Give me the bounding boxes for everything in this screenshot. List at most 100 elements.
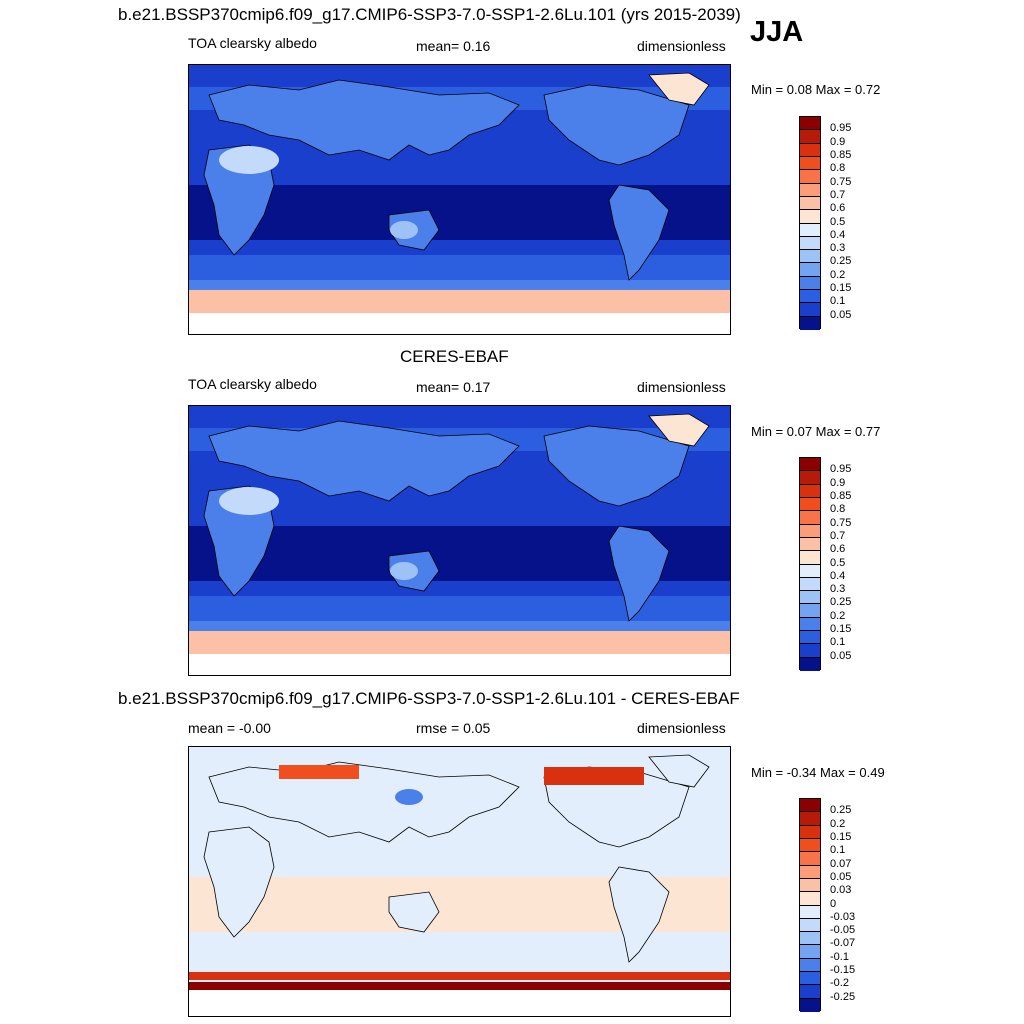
- colorbar-box: [800, 604, 820, 618]
- colorbar-box: [800, 290, 820, 304]
- colorbar-tick-label: 0.95: [830, 122, 852, 135]
- colorbar-tick-label: 0.7: [830, 188, 846, 201]
- panel-1-minmax: Min = 0.08 Max = 0.72: [751, 82, 881, 97]
- panel-1-map: [188, 64, 731, 335]
- panel-1-units-label: dimensionless: [637, 38, 726, 54]
- colorbar-tick-label: 0.1: [830, 295, 846, 308]
- colorbar-box: [800, 825, 820, 839]
- colorbar-tick-label: 0.6: [830, 202, 846, 215]
- colorbar-tick-label: 0.5: [830, 215, 846, 228]
- colorbar-box: [800, 303, 820, 317]
- colorbar-tick-label: -0.2: [830, 977, 849, 990]
- colorbar-tick-label: 0.95: [830, 463, 852, 476]
- colorbar-box: [800, 210, 820, 224]
- panel-2-heading: CERES-EBAF: [400, 347, 509, 366]
- panel-3-rmse-label: rmse = 0.05: [416, 720, 491, 736]
- colorbar-box: [800, 471, 820, 485]
- colorbar-tick-label: 0.2: [830, 268, 846, 281]
- colorbar-tick-label: 0.85: [830, 148, 852, 161]
- panel-2-mean-label: mean= 0.17: [416, 379, 491, 395]
- colorbar-tick-label: -0.25: [830, 990, 856, 1003]
- colorbar-box: [800, 945, 820, 959]
- colorbar-tick-label: 0.75: [830, 516, 852, 529]
- colorbar-box: [800, 236, 820, 251]
- colorbar-box: [800, 985, 820, 999]
- panel-2-map: [188, 405, 731, 676]
- colorbar-tick-label: 0.9: [830, 476, 846, 489]
- colorbar-tick-label: 0.5: [830, 556, 846, 569]
- colorbar-box: [800, 497, 820, 512]
- colorbar-box: [800, 143, 820, 157]
- panel-1-colorbar: [799, 116, 821, 330]
- panel-3-mean-label: mean = -0.00: [188, 720, 271, 736]
- colorbar-box: [800, 617, 820, 632]
- colorbar-tick-label: -0.15: [830, 964, 856, 977]
- colorbar-box: [800, 972, 820, 986]
- colorbar-box: [800, 838, 820, 853]
- colorbar-tick-label: -0.05: [830, 924, 856, 937]
- colorbar-box: [800, 276, 820, 291]
- colorbar-box: [800, 878, 820, 893]
- colorbar-box: [800, 117, 820, 131]
- colorbar-box: [800, 250, 820, 264]
- colorbar-tick-label: 0.05: [830, 308, 852, 321]
- colorbar-box: [800, 892, 820, 906]
- colorbar-tick-label: 0.7: [830, 529, 846, 542]
- panel-1-variable-label: TOA clearsky albedo: [188, 35, 317, 51]
- panel-3-map: [188, 746, 731, 1017]
- colorbar-box: [800, 170, 820, 184]
- colorbar-box: [800, 998, 820, 1012]
- colorbar-tick-label: -0.07: [830, 937, 856, 950]
- colorbar-tick-label: 0.15: [830, 623, 852, 636]
- colorbar-box: [800, 156, 820, 171]
- colorbar-box: [800, 577, 820, 592]
- colorbar-tick-label: 0.8: [830, 503, 846, 516]
- colorbar-box: [800, 537, 820, 552]
- colorbar-tick-label: 0.05: [830, 870, 852, 883]
- colorbar-tick-label: 0.25: [830, 255, 852, 268]
- colorbar-box: [800, 564, 820, 578]
- colorbar-tick-label: 0.2: [830, 609, 846, 622]
- colorbar-box: [800, 644, 820, 658]
- colorbar-tick-label: 0.4: [830, 228, 846, 241]
- colorbar-tick-label: 0.15: [830, 830, 852, 843]
- colorbar-box: [800, 865, 820, 879]
- colorbar-box: [800, 458, 820, 472]
- colorbar-box: [800, 130, 820, 144]
- panel-2-minmax: Min = 0.07 Max = 0.77: [751, 424, 881, 439]
- colorbar-tick-label: 0.8: [830, 162, 846, 175]
- colorbar-tick-label: 0.03: [830, 884, 852, 897]
- colorbar-box: [800, 551, 820, 565]
- colorbar-tick-label: 0.25: [830, 804, 852, 817]
- colorbar-box: [800, 196, 820, 211]
- season-label: JJA: [750, 16, 804, 48]
- colorbar-box: [800, 263, 820, 277]
- colorbar-tick-label: 0.75: [830, 175, 852, 188]
- colorbar-box: [800, 852, 820, 866]
- colorbar-box: [800, 631, 820, 645]
- panel-1-mean-label: mean= 0.16: [416, 38, 491, 54]
- colorbar-tick-label: 0.3: [830, 583, 846, 596]
- colorbar-tick-label: 0.4: [830, 569, 846, 582]
- colorbar-box: [800, 484, 820, 498]
- colorbar-tick-label: -0.03: [830, 910, 856, 923]
- colorbar-tick-label: 0.05: [830, 649, 852, 662]
- colorbar-box: [800, 316, 820, 330]
- colorbar-tick-label: 0: [830, 897, 837, 910]
- colorbar-box: [800, 591, 820, 605]
- colorbar-box: [800, 223, 820, 237]
- panel-2-variable-label: TOA clearsky albedo: [188, 376, 317, 392]
- panel-2-units-label: dimensionless: [637, 379, 726, 395]
- panel-3-heading: b.e21.BSSP370cmip6.f09_g17.CMIP6-SSP3-7.…: [118, 689, 740, 708]
- colorbar-tick-label: 0.07: [830, 857, 852, 870]
- colorbar-tick-label: 0.2: [830, 817, 846, 830]
- panel-1-heading: b.e21.BSSP370cmip6.f09_g17.CMIP6-SSP3-7.…: [118, 5, 741, 24]
- panel-3-units-label: dimensionless: [637, 720, 726, 736]
- colorbar-box: [800, 958, 820, 973]
- panel-3-colorbar: [799, 798, 821, 1012]
- panel-2-colorbar: [799, 457, 821, 671]
- panel-3-minmax: Min = -0.34 Max = 0.49: [751, 765, 885, 780]
- colorbar-box: [800, 799, 820, 813]
- colorbar-box: [800, 524, 820, 538]
- colorbar-box: [800, 183, 820, 197]
